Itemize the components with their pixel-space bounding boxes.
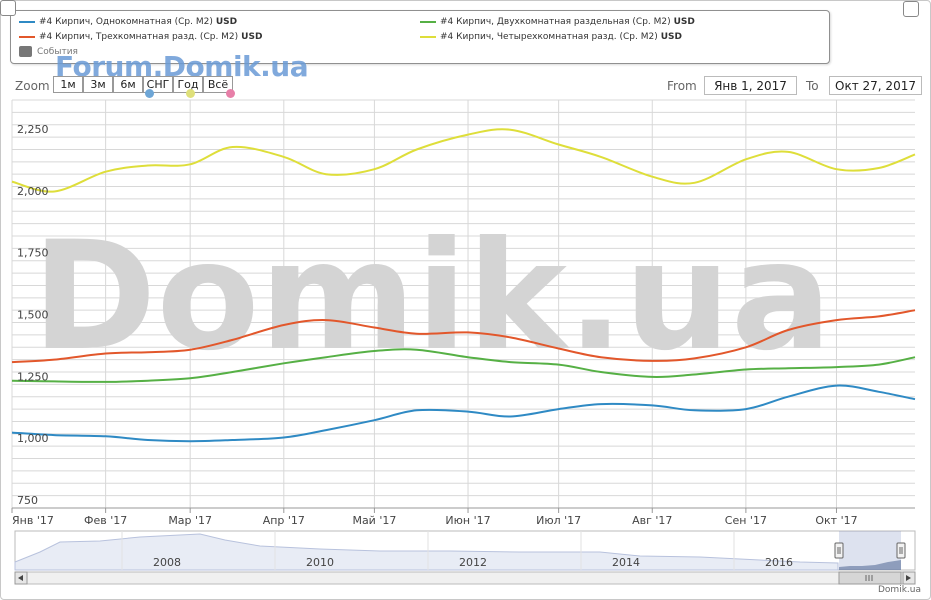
legend-unit: USD [241,32,263,42]
collapse-left-button[interactable] [0,0,16,16]
navigator-year-label: 2012 [459,556,487,569]
x-tick-label: Янв '17 [12,514,54,527]
x-tick-label: Июл '17 [536,514,581,527]
legend-swatch [420,36,436,38]
from-date-input[interactable]: Янв 1, 2017 [704,76,797,95]
legend-unit: USD [215,17,238,27]
to-label: To [806,79,819,93]
navigator-year-label: 2008 [153,556,181,569]
x-tick-label: Окт '17 [815,514,857,527]
y-tick-label: 1,500 [17,309,49,322]
legend-item-2room[interactable]: #4 Кирпич, Двухкомнатная раздельная (Ср.… [420,17,695,27]
series-line-1[interactable] [11,384,916,443]
axes: 750 1,000 1,250 1,500 1,750 2,000 2,250 Янв '17… [11,123,915,527]
collapse-right-button[interactable] [903,1,919,17]
zoom-ytd-button[interactable]: СНГ [143,76,173,93]
legend-unit: USD [660,32,682,42]
legend-swatch [19,36,35,38]
navigator-selected-area [839,560,901,570]
to-date-input[interactable]: Окт 27, 2017 [829,76,922,95]
navigator-handle[interactable] [834,542,844,559]
zoom-3m-button[interactable]: 3м [83,76,113,93]
chevron-right-icon [906,575,911,581]
from-label: From [667,79,697,93]
navigator-year-label: 2010 [306,556,334,569]
x-tick-label: Авг '17 [632,514,672,527]
footer-credit[interactable]: Domik.ua [878,585,921,595]
scrollbar-thumb[interactable] [838,571,902,585]
navigator-area [14,533,839,571]
legend-label: #4 Кирпич, Двухкомнатная раздельная (Ср.… [440,17,671,27]
legend-unit: USD [673,17,695,27]
legend-swatch [420,21,436,23]
y-tick-label: 1,000 [17,432,49,445]
y-tick-label: 1,250 [17,370,49,383]
legend-item-events[interactable]: События [19,46,78,57]
series-line-2[interactable] [11,348,916,383]
legend-item-1room[interactable]: #4 Кирпич, Однокомнатная (Ср. М2) USD [19,17,237,27]
navigator-year-label: 2016 [765,556,793,569]
event-marker-dot[interactable] [145,89,154,98]
legend-label: #4 Кирпич, Трехкомнатная разд. (Ср. М2) [39,32,239,42]
series-line-4[interactable] [11,128,916,193]
legend-swatch [19,21,35,23]
navigator[interactable]: 2008 2010 2012 2014 2016 [14,530,916,585]
y-tick-label: 1,750 [17,247,49,260]
x-tick-label: Апр '17 [263,514,305,527]
scrollbar-track[interactable] [14,571,916,585]
legend-label: #4 Кирпич, Четырехкомнатная разд. (Ср. М… [440,32,658,42]
navigator-year-label: 2014 [612,556,640,569]
grid [11,99,915,509]
legend-item-4room[interactable]: #4 Кирпич, Четырехкомнатная разд. (Ср. М… [420,32,682,42]
series-layer [11,128,916,443]
series-line-3[interactable] [11,309,916,364]
events-flag-icon [19,46,32,57]
y-tick-label: 750 [17,494,38,507]
x-tick-label: Июн '17 [445,514,490,527]
zoom-1m-button[interactable]: 1м [53,76,83,93]
legend-label: #4 Кирпич, Однокомнатная (Ср. М2) [39,17,213,27]
legend: #4 Кирпич, Однокомнатная (Ср. М2) USD #4… [10,10,830,64]
event-marker-dot[interactable] [186,89,195,98]
navigator-handle[interactable] [896,542,906,559]
zoom-label: Zoom [15,79,50,93]
x-tick-label: Май '17 [352,514,396,527]
x-tick-label: Мар '17 [168,514,212,527]
watermark-center: Domik.ua [32,210,832,384]
y-tick-label: 2,250 [17,123,49,136]
x-tick-label: Фев '17 [84,514,127,527]
y-tick-label: 2,000 [17,185,49,198]
zoom-6m-button[interactable]: 6м [113,76,143,93]
zoom-all-button[interactable]: Всё [203,76,233,93]
x-tick-label: Сен '17 [725,514,767,527]
chevron-left-icon [18,575,23,581]
legend-label: События [37,46,78,57]
legend-item-3room[interactable]: #4 Кирпич, Трехкомнатная разд. (Ср. М2) … [19,32,262,42]
event-marker-dot[interactable] [226,89,235,98]
